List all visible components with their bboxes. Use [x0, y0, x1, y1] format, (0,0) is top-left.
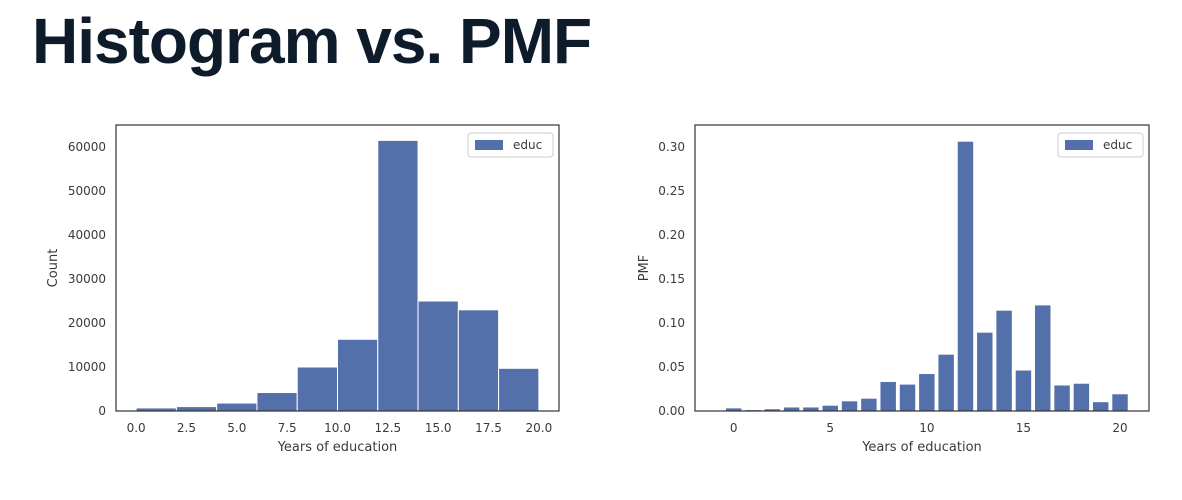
x-axis-label: Years of education: [861, 440, 982, 455]
y-axis-label: PMF: [637, 255, 652, 282]
x-tick-label: 0: [730, 421, 738, 435]
slide-title: Histogram vs. PMF: [32, 5, 592, 77]
pmf-bar: [725, 408, 742, 411]
histogram-bar: [175, 406, 218, 412]
histogram-bar: [296, 366, 338, 412]
histogram-bar: [377, 139, 419, 412]
y-tick-label: 0.05: [658, 360, 685, 374]
pmf-bar: [880, 381, 896, 411]
histogram-bar: [256, 392, 298, 412]
x-tick-label: 12.5: [374, 421, 401, 435]
plot-frame: [115, 124, 560, 412]
plot-frame: [694, 124, 1150, 412]
pmf-bar: [919, 374, 935, 411]
histogram-bar: [337, 338, 379, 412]
pmf-bar: [1015, 370, 1032, 411]
pmf-chart: 0 5 10 15 20 0.00 0.05 0.10 0.15 0.20 0.25 0.30 Year…: [637, 124, 1150, 455]
x-tick-label: 20.0: [526, 421, 553, 435]
y-tick-label: 60000: [68, 140, 106, 154]
y-tick-label: 0.00: [658, 404, 685, 418]
y-tick-label: 30000: [68, 272, 106, 286]
x-tick-label: 15: [1016, 421, 1031, 435]
legend-label: educ: [1103, 138, 1132, 152]
pmf-bar: [1092, 402, 1109, 411]
y-axis-label: Count: [46, 249, 61, 288]
x-tick-label: 5: [826, 421, 834, 435]
pmf-bar: [861, 398, 877, 411]
histogram-bar: [457, 309, 500, 412]
histogram-chart: 0.0 2.5 5.0 7.5 10.0 12.5 15.0 17.5 20.0 0 10000 20…: [46, 124, 560, 455]
histogram-bar: [216, 402, 258, 412]
x-tick-label: 10.0: [324, 421, 351, 435]
x-tick-label: 17.5: [475, 421, 502, 435]
y-tick-label: 0.20: [658, 228, 685, 242]
histogram-bar: [417, 300, 459, 412]
pmf-bar: [899, 384, 916, 411]
y-tick-label: 40000: [68, 228, 106, 242]
legend-label: educ: [513, 138, 542, 152]
pmf-bar: [977, 332, 993, 411]
x-tick-label: 20: [1112, 421, 1127, 435]
y-tick-label: 0.15: [658, 272, 685, 286]
legend-swatch: [475, 140, 503, 150]
y-tick-label: 10000: [68, 360, 106, 374]
x-axis-label: Years of education: [277, 440, 398, 455]
legend-box: [467, 132, 554, 158]
pmf-bar: [1073, 383, 1090, 411]
x-tick-label: 15.0: [425, 421, 452, 435]
pmf-bar: [803, 407, 819, 411]
pmf-bar: [996, 310, 1012, 411]
y-tick-label: 20000: [68, 316, 106, 330]
y-tick-label: 50000: [68, 184, 106, 198]
legend-box: [1057, 132, 1144, 158]
x-tick-label: 10: [919, 421, 934, 435]
pmf-bar: [783, 407, 800, 411]
pmf-bar: [1054, 385, 1070, 411]
legend-swatch: [1065, 140, 1093, 150]
y-tick-label: 0.30: [658, 140, 685, 154]
x-tick-label: 7.5: [278, 421, 297, 435]
pmf-bar: [957, 141, 974, 411]
pmf-bar: [764, 409, 781, 411]
pmf-bar: [1112, 394, 1128, 411]
y-tick-label: 0: [98, 404, 106, 418]
x-tick-label: 2.5: [177, 421, 196, 435]
pmf-bar: [841, 401, 858, 411]
y-tick-label: 0.10: [658, 316, 685, 330]
x-tick-label: 0.0: [127, 421, 146, 435]
pmf-bar: [938, 354, 954, 411]
histogram-bar: [498, 367, 540, 412]
y-tick-label: 0.25: [658, 184, 685, 198]
pmf-bar: [822, 405, 838, 411]
legend: educ: [1057, 132, 1144, 158]
x-tick-label: 5.0: [227, 421, 246, 435]
pmf-bar: [1035, 305, 1051, 411]
legend: educ: [467, 132, 554, 158]
